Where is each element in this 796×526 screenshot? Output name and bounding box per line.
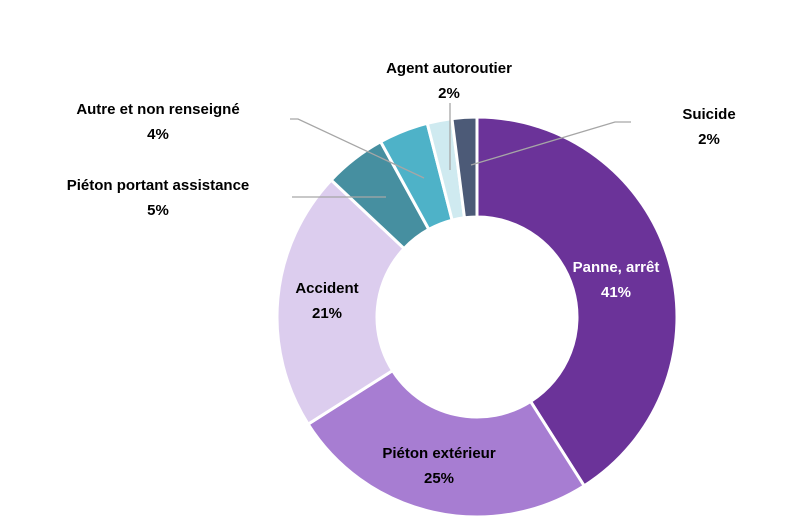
- slice-accident: [275, 177, 407, 427]
- value-label-agent-autoroutier: 2%: [438, 85, 460, 102]
- category-label-autre-et-non-renseigne: Autre et non renseigné: [76, 101, 239, 118]
- value-label-autre-et-non-renseigne: 4%: [147, 126, 169, 143]
- labels-group: Panne, arrêt 41% Piéton extérieur 25% Accide…: [67, 60, 736, 487]
- slice-panne-arret: [475, 115, 679, 488]
- value-label-pieton-portant-assistance: 5%: [147, 202, 169, 219]
- value-label-suicide: 2%: [698, 131, 720, 148]
- category-label-suicide: Suicide: [682, 106, 735, 123]
- category-label-pieton-portant-assistance: Piéton portant assistance: [67, 177, 250, 194]
- slice-pieton-exterieur: [306, 368, 587, 519]
- category-label-accident: Accident: [295, 280, 358, 297]
- value-label-pieton-exterieur: 25%: [424, 470, 454, 487]
- slices-group: [275, 115, 679, 519]
- leader-line-autre-et-non-renseigne: [290, 118, 425, 179]
- slice-suicide: [450, 115, 479, 220]
- value-label-panne-arret: 41%: [601, 284, 631, 301]
- category-label-panne-arret: Panne, arrêt: [573, 259, 660, 276]
- value-label-accident: 21%: [312, 305, 342, 322]
- leader-line-suicide: [470, 121, 631, 166]
- leader-lines-group: [290, 103, 631, 198]
- category-label-pieton-exterieur: Piéton extérieur: [382, 445, 496, 462]
- category-label-agent-autoroutier: Agent autoroutier: [386, 60, 512, 77]
